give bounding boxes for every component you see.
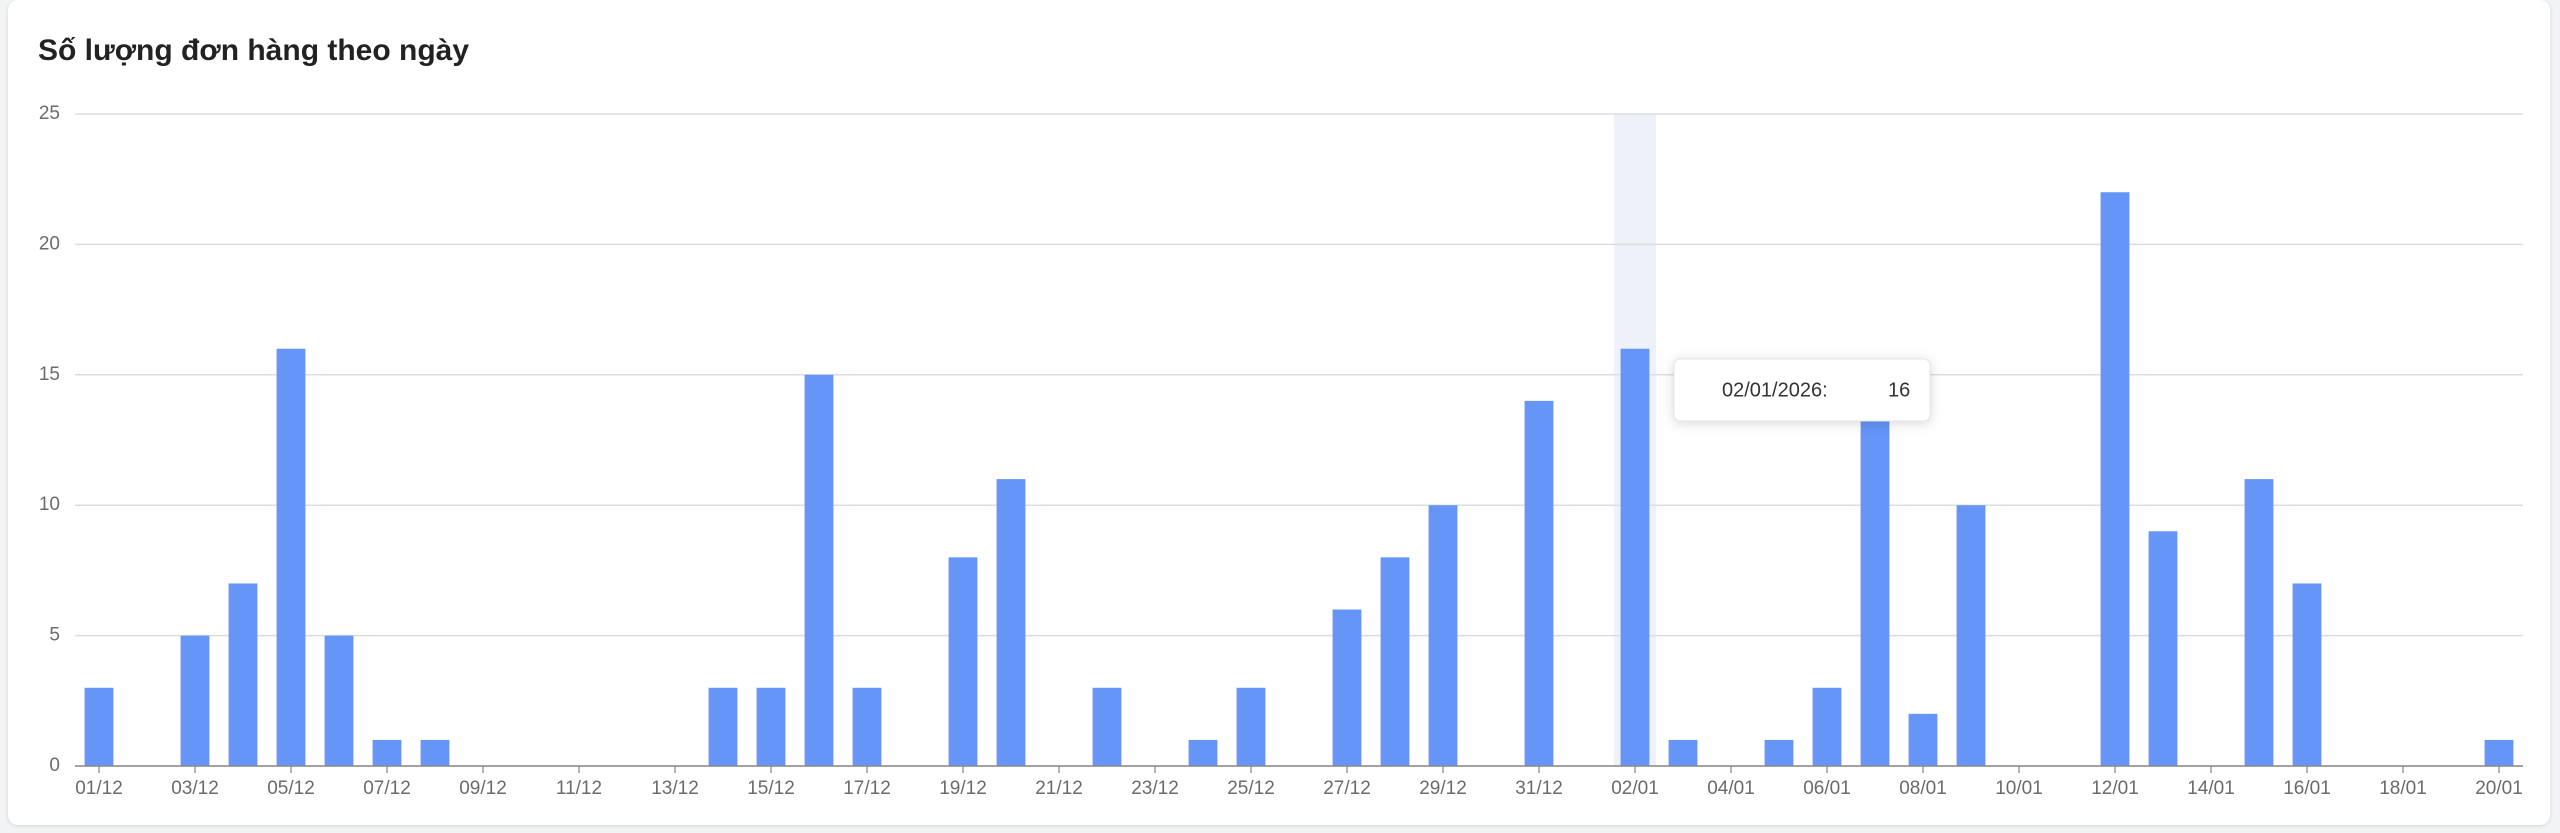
bar xyxy=(1860,374,1890,766)
x-tick-label: 29/12 xyxy=(1419,778,1467,799)
x-tick-label: 06/01 xyxy=(1803,778,1851,799)
x-tick-label: 04/01 xyxy=(1707,778,1755,799)
bar xyxy=(1332,609,1362,766)
bar xyxy=(420,739,450,766)
x-tick-label: 21/12 xyxy=(1035,778,1083,799)
bar xyxy=(2148,531,2178,766)
tooltip-value: 16 xyxy=(1888,379,1910,401)
bar xyxy=(324,635,354,766)
x-tick-label: 14/01 xyxy=(2187,778,2235,799)
x-tick-label: 07/12 xyxy=(363,778,411,799)
tooltip: 02/01/2026: 16 xyxy=(1673,358,1931,422)
x-tick-label: 11/12 xyxy=(556,778,602,799)
x-tick-label: 31/12 xyxy=(1515,778,1563,799)
x-tick-label: 15/12 xyxy=(747,778,795,799)
bar xyxy=(1620,348,1650,766)
x-tick-label: 08/01 xyxy=(1899,778,1947,799)
bar xyxy=(996,479,1026,766)
bar xyxy=(1428,505,1458,766)
x-tick-label: 19/12 xyxy=(939,778,987,799)
bar xyxy=(756,687,786,766)
x-tick-label: 12/01 xyxy=(2091,778,2139,799)
bar xyxy=(1764,739,1794,766)
x-tick-label: 02/01 xyxy=(1611,778,1659,799)
bar xyxy=(180,635,210,766)
bar xyxy=(84,687,114,766)
x-tick-label: 23/12 xyxy=(1131,778,1179,799)
bar xyxy=(804,374,834,766)
x-tick-label: 17/12 xyxy=(843,778,891,799)
x-tick-label: 18/01 xyxy=(2379,778,2427,799)
x-tick-label: 09/12 xyxy=(459,778,507,799)
x-tick-label: 20/01 xyxy=(2475,778,2523,799)
x-tick-label: 27/12 xyxy=(1323,778,1371,799)
bar xyxy=(1524,400,1554,766)
y-tick-label: 0 xyxy=(49,755,60,776)
bar xyxy=(708,687,738,766)
bar xyxy=(1956,505,1986,766)
bar xyxy=(948,557,978,766)
bar xyxy=(372,739,402,766)
bar xyxy=(228,583,258,766)
bar xyxy=(1092,687,1122,766)
bar xyxy=(1380,557,1410,766)
tooltip-label: 02/01/2026: xyxy=(1722,379,1828,401)
bar xyxy=(2244,479,2274,766)
bar xyxy=(1668,739,1698,766)
y-tick-label: 20 xyxy=(39,233,60,254)
bar xyxy=(1188,739,1218,766)
y-tick-label: 25 xyxy=(39,103,60,124)
x-tick-label: 16/01 xyxy=(2283,778,2331,799)
bar xyxy=(852,687,882,766)
x-tick-label: 10/01 xyxy=(1995,778,2043,799)
bar xyxy=(2292,583,2322,766)
x-tick-label: 03/12 xyxy=(171,778,219,799)
bar xyxy=(2100,192,2130,767)
bar xyxy=(276,348,306,766)
y-tick-label: 10 xyxy=(39,494,60,515)
tooltip-box xyxy=(1673,358,1931,422)
y-tick-label: 5 xyxy=(49,625,60,646)
x-tick-label: 25/12 xyxy=(1227,778,1275,799)
bar xyxy=(1812,687,1842,766)
bar xyxy=(1236,687,1266,766)
bar xyxy=(1908,713,1938,766)
chart-title: Số lượng đơn hàng theo ngày xyxy=(38,34,469,67)
y-tick-label: 15 xyxy=(39,364,60,385)
x-tick-label: 13/12 xyxy=(651,778,699,799)
x-tick-label: 05/12 xyxy=(267,778,315,799)
bar xyxy=(2484,739,2514,766)
x-tick-label: 01/12 xyxy=(75,778,123,799)
